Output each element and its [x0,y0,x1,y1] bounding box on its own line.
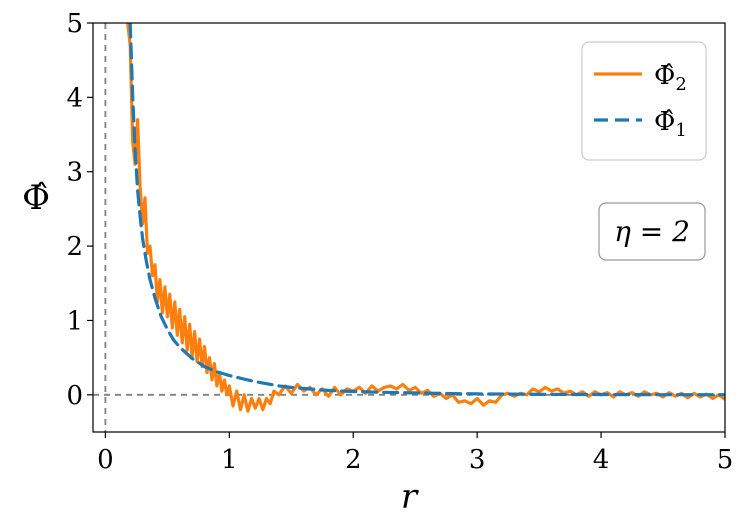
annotation-text: η = 2 [614,215,690,248]
x-tick-label: 3 [469,445,486,475]
reference-lines [93,23,725,432]
annotation-box [598,202,706,261]
series-line-phi1 [128,23,725,397]
plot-frame [92,22,726,433]
y-tick-label: 5 [66,9,83,39]
y-tick-label: 0 [66,381,83,411]
x-tick-label: 1 [221,445,238,475]
x-tick-label: 4 [593,445,610,475]
series-line-phi2 [126,23,725,413]
legend-box [581,41,707,161]
x-axis-label: r [401,477,419,517]
y-tick-label: 3 [66,158,83,188]
x-tick-label: 2 [345,445,362,475]
ticks: 0 1 2 3 4 5 0 1 2 3 4 5 [66,9,733,475]
annotation: η = 2 [598,202,706,261]
series-layer [126,23,725,413]
y-tick-label: 4 [66,83,83,113]
x-tick-label: 0 [97,445,114,475]
legend: Φ̂2Φ̂1 [581,41,707,161]
y-tick-label: 2 [66,232,83,262]
y-axis-label: Φ̂ [22,178,50,218]
y-tick-label: 1 [66,306,83,336]
x-tick-label: 5 [717,445,734,475]
